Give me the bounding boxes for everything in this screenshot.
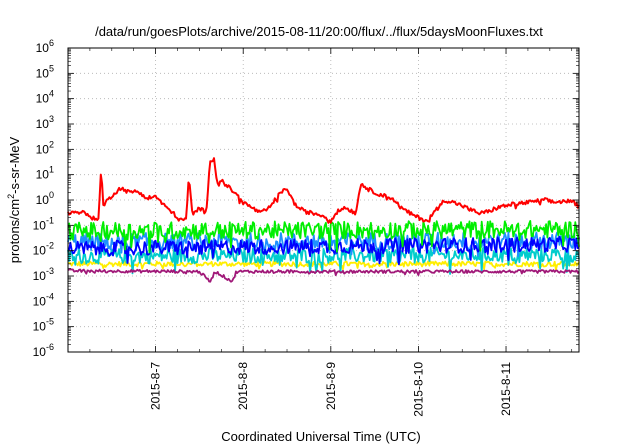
y-tick-label: 10-1: [33, 215, 54, 232]
y-tick-exponent: 2: [49, 139, 54, 149]
axes: 10610510410310210110010-110-210-310-410-…: [33, 38, 580, 417]
y-tick-exponent: 6: [49, 38, 54, 48]
y-axis-label-sup: 2: [6, 194, 16, 199]
y-tick-exponent: 5: [49, 63, 54, 73]
plot-frame: [67, 47, 580, 353]
grid: [68, 48, 579, 352]
y-tick-base: 10: [33, 218, 47, 232]
y-tick-exponent: 4: [49, 89, 54, 99]
y-tick-base: 10: [33, 345, 47, 359]
y-tick-exponent: -5: [46, 317, 54, 327]
y-axis-label-base: protons/cm: [7, 199, 22, 263]
y-tick-base: 10: [33, 294, 47, 308]
y-tick-exponent: -6: [46, 342, 54, 352]
x-tick-label: 2015-8-7: [149, 362, 163, 410]
x-axis-label: Coordinated Universal Time (UTC): [221, 429, 420, 444]
y-tick-base: 10: [33, 244, 47, 258]
series-group: [67, 157, 580, 283]
y-tick-label: 104: [36, 89, 54, 106]
y-tick-exponent: -1: [46, 215, 54, 225]
y-tick-base: 10: [36, 41, 50, 55]
y-tick-label: 10-4: [33, 291, 54, 308]
y-tick-exponent: 1: [49, 165, 54, 175]
y-tick-base: 10: [36, 92, 50, 106]
series-line-0: [67, 157, 580, 224]
y-tick-label: 10-6: [33, 342, 54, 359]
y-tick-exponent: 0: [49, 190, 54, 200]
y-tick-label: 103: [36, 114, 54, 131]
x-tick-label: 2015-8-10: [411, 362, 425, 417]
y-axis-label-rest: -s-sr-MeV: [7, 136, 22, 193]
y-tick-base: 10: [36, 168, 50, 182]
y-tick-label: 10-5: [33, 317, 54, 334]
y-tick-base: 10: [33, 320, 47, 334]
x-tick-label: 2015-8-11: [499, 362, 513, 416]
y-tick-label: 10-2: [33, 241, 54, 258]
y-tick-label: 10-3: [33, 266, 54, 283]
y-tick-base: 10: [33, 269, 47, 283]
y-tick-label: 106: [36, 38, 54, 55]
y-axis-label: protons/cm2-s-sr-MeV: [6, 136, 22, 263]
y-tick-exponent: -4: [46, 291, 54, 301]
chart-title: /data/run/goesPlots/archive/2015-08-11/2…: [95, 24, 543, 39]
series-line-6: [67, 268, 580, 283]
y-tick-label: 100: [36, 190, 54, 207]
x-tick-label: 2015-8-8: [236, 362, 250, 410]
y-tick-base: 10: [36, 66, 50, 80]
y-tick-label: 105: [36, 63, 54, 80]
x-tick-label: 2015-8-9: [324, 362, 338, 410]
y-tick-base: 10: [36, 142, 50, 156]
y-tick-base: 10: [36, 117, 50, 131]
y-tick-label: 101: [36, 165, 54, 182]
series-line-1: [67, 220, 580, 254]
y-tick-exponent: 3: [49, 114, 54, 124]
y-tick-exponent: -2: [46, 241, 54, 251]
y-tick-label: 102: [36, 139, 54, 156]
y-tick-base: 10: [36, 193, 50, 207]
series-line-4: [67, 246, 580, 275]
series-line-2: [67, 235, 580, 266]
y-tick-exponent: -3: [46, 266, 54, 276]
